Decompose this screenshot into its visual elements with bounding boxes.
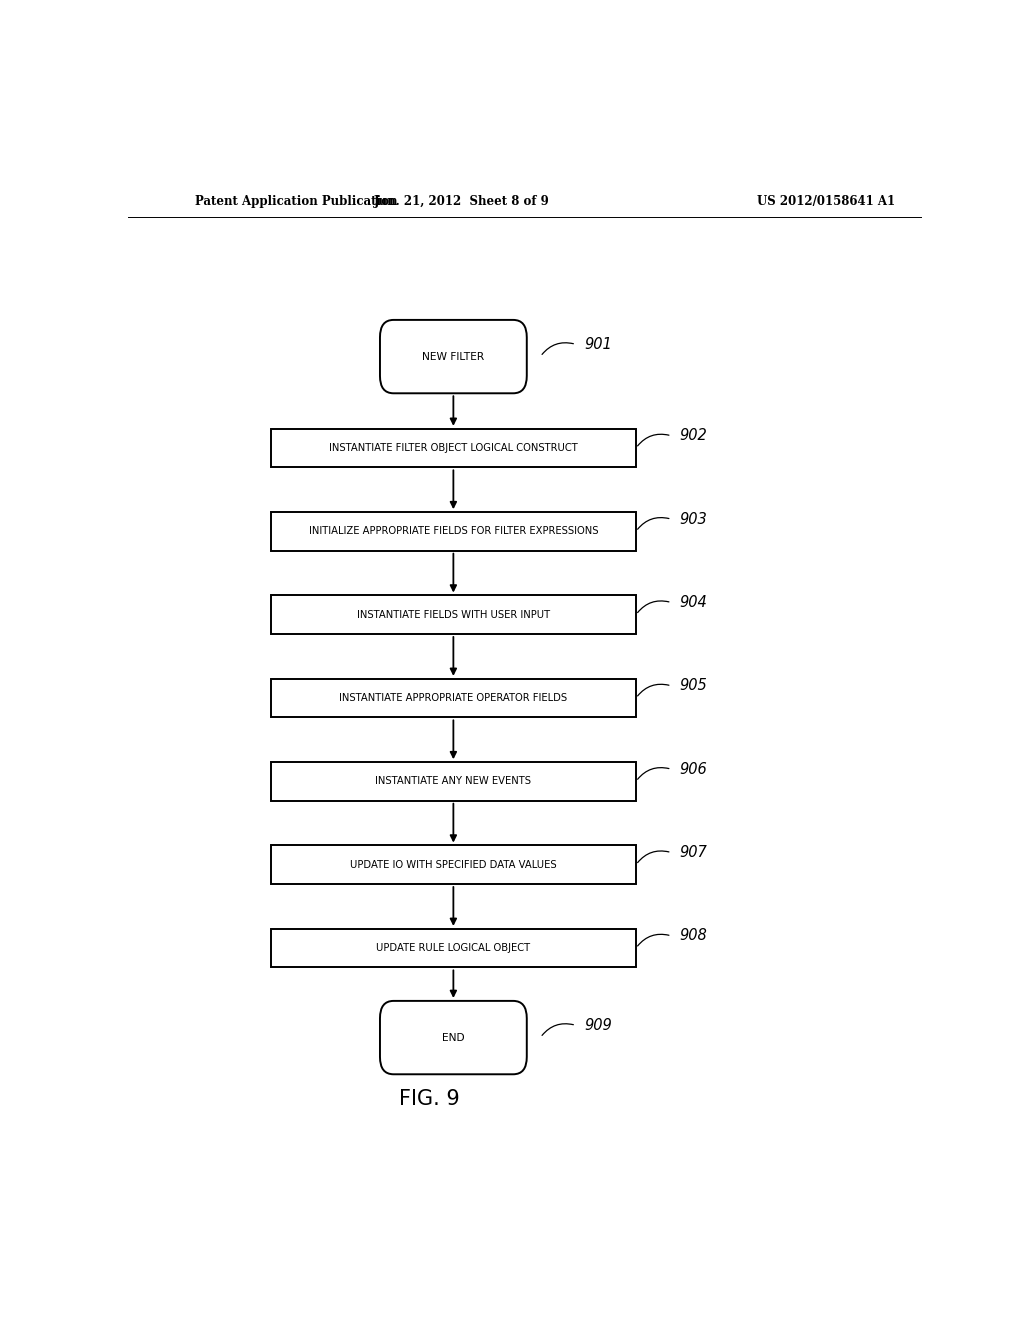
Text: NEW FILTER: NEW FILTER [422,351,484,362]
Text: 905: 905 [680,678,708,693]
Text: 902: 902 [680,429,708,444]
Text: INSTANTIATE FIELDS WITH USER INPUT: INSTANTIATE FIELDS WITH USER INPUT [356,610,550,620]
Text: INSTANTIATE ANY NEW EVENTS: INSTANTIATE ANY NEW EVENTS [376,776,531,787]
Text: END: END [442,1032,465,1043]
Text: UPDATE IO WITH SPECIFIED DATA VALUES: UPDATE IO WITH SPECIFIED DATA VALUES [350,859,557,870]
Text: INSTANTIATE FILTER OBJECT LOGICAL CONSTRUCT: INSTANTIATE FILTER OBJECT LOGICAL CONSTR… [329,444,578,453]
Text: 908: 908 [680,928,708,944]
FancyBboxPatch shape [270,846,636,884]
Text: 907: 907 [680,845,708,861]
Text: 903: 903 [680,512,708,527]
Text: 904: 904 [680,595,708,610]
Text: INSTANTIATE APPROPRIATE OPERATOR FIELDS: INSTANTIATE APPROPRIATE OPERATOR FIELDS [339,693,567,704]
Text: INITIALIZE APPROPRIATE FIELDS FOR FILTER EXPRESSIONS: INITIALIZE APPROPRIATE FIELDS FOR FILTER… [308,527,598,536]
FancyBboxPatch shape [380,1001,526,1074]
Text: UPDATE RULE LOGICAL OBJECT: UPDATE RULE LOGICAL OBJECT [376,944,530,953]
Text: 901: 901 [584,337,611,352]
FancyBboxPatch shape [270,595,636,634]
FancyBboxPatch shape [380,319,526,393]
FancyBboxPatch shape [270,929,636,968]
Text: FIG. 9: FIG. 9 [399,1089,460,1109]
FancyBboxPatch shape [270,512,636,550]
Text: Jun. 21, 2012  Sheet 8 of 9: Jun. 21, 2012 Sheet 8 of 9 [374,194,549,207]
FancyBboxPatch shape [270,429,636,467]
FancyBboxPatch shape [270,678,636,718]
Text: 909: 909 [584,1018,611,1032]
Text: Patent Application Publication: Patent Application Publication [196,194,398,207]
Text: 906: 906 [680,762,708,776]
FancyBboxPatch shape [270,762,636,801]
Text: US 2012/0158641 A1: US 2012/0158641 A1 [758,194,895,207]
